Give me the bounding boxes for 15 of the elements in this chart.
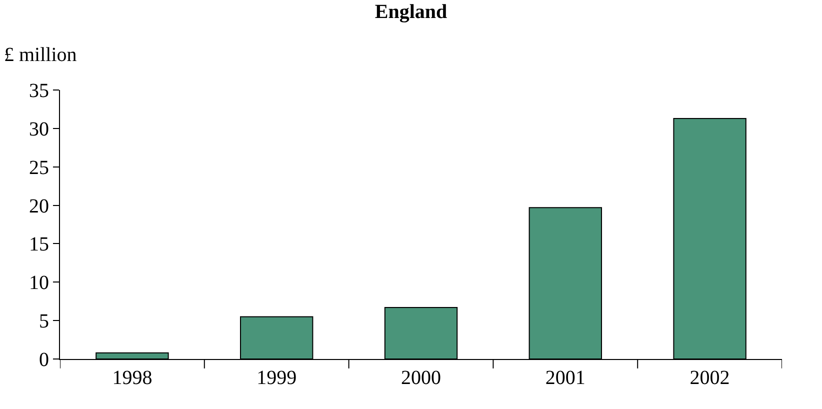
y-tick-label: 10	[29, 272, 49, 294]
chart-title: England	[374, 1, 448, 24]
x-tick-label: 2000	[401, 367, 441, 389]
y-axis-title: £ million	[4, 44, 77, 66]
x-tick-label: 1998	[112, 367, 152, 389]
y-tick-label: 15	[29, 234, 49, 256]
x-tick-label: 2002	[690, 367, 730, 389]
y-tick-label: 35	[29, 80, 49, 102]
y-tick-label: 0	[39, 349, 49, 371]
y-tick-label: 30	[29, 118, 49, 140]
y-tick-label: 5	[39, 310, 49, 333]
x-tick-label: 1999	[256, 367, 297, 389]
x-tick-label: 2001	[545, 367, 586, 389]
y-tick-label: 20	[29, 195, 49, 218]
y-tick-label: 25	[29, 156, 49, 179]
